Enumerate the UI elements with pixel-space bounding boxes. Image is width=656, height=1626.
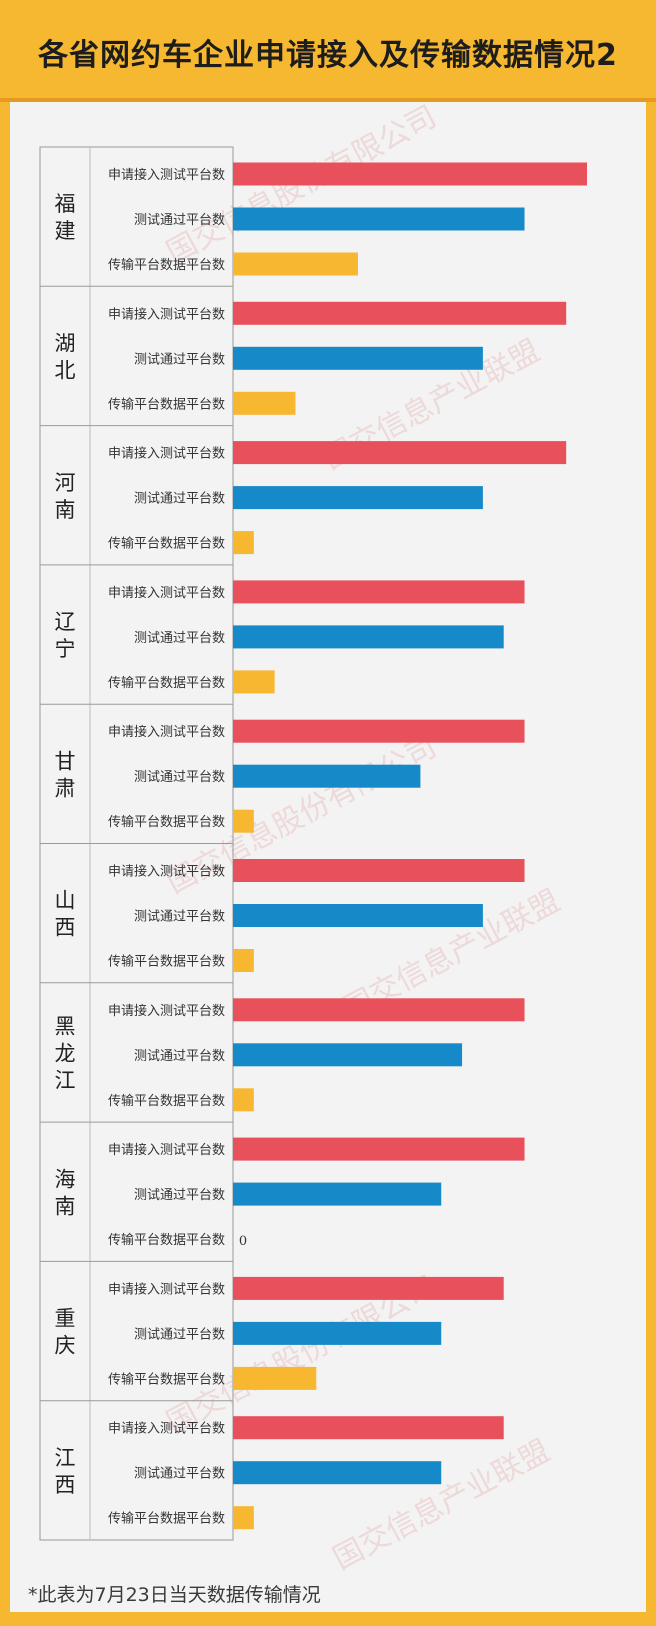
header-banner: 各省网约车企业申请接入及传输数据情况2 xyxy=(0,0,656,102)
series-label: 传输平台数据平台数 xyxy=(108,396,225,412)
bar xyxy=(233,1088,254,1112)
province-label: 甘肃 xyxy=(55,749,76,800)
series-label: 传输平台数据平台数 xyxy=(108,536,225,552)
province-label: 海南 xyxy=(55,1167,76,1218)
series-label: 测试通过平台数 xyxy=(134,631,225,646)
bar xyxy=(233,580,525,604)
series-label: 申请接入测试平台数 xyxy=(108,1003,225,1019)
bar xyxy=(233,1182,442,1206)
bar xyxy=(233,1416,504,1440)
series-label: 测试通过平台数 xyxy=(134,1188,225,1203)
series-label: 申请接入测试平台数 xyxy=(108,306,225,322)
province-label: 重庆 xyxy=(55,1307,76,1358)
series-label: 传输平台数据平台数 xyxy=(108,675,225,691)
province-label: 江西 xyxy=(55,1446,76,1497)
zero-value-label: 0 xyxy=(239,1234,247,1249)
series-label: 申请接入测试平台数 xyxy=(108,1142,225,1158)
bar xyxy=(233,1366,317,1390)
bar xyxy=(233,207,525,231)
series-label: 测试通过平台数 xyxy=(134,352,225,367)
bar xyxy=(233,904,483,927)
series-label: 申请接入测试平台数 xyxy=(108,167,225,183)
bar xyxy=(233,441,567,465)
bar xyxy=(233,391,296,415)
bar xyxy=(233,719,525,743)
series-label: 传输平台数据平台数 xyxy=(108,257,225,273)
bar xyxy=(233,1276,504,1300)
series-label: 申请接入测试平台数 xyxy=(108,864,225,880)
chart-title: 各省网约车企业申请接入及传输数据情况2 xyxy=(38,38,618,73)
bar xyxy=(233,301,567,325)
province-label: 辽宁 xyxy=(55,610,76,661)
series-label: 测试通过平台数 xyxy=(134,910,225,925)
series-label: 申请接入测试平台数 xyxy=(108,1281,225,1297)
bar xyxy=(233,531,254,555)
bar xyxy=(233,486,483,510)
series-label: 传输平台数据平台数 xyxy=(108,954,225,970)
province-label: 黑龙江 xyxy=(55,1014,76,1092)
bar xyxy=(233,1461,442,1485)
bar xyxy=(233,859,525,882)
series-label: 传输平台数据平台数 xyxy=(108,1093,225,1109)
series-label: 测试通过平台数 xyxy=(134,1049,225,1064)
series-label: 测试通过平台数 xyxy=(134,1467,225,1482)
bar xyxy=(233,1137,525,1161)
series-label: 申请接入测试平台数 xyxy=(108,585,225,601)
province-label: 河南 xyxy=(55,471,76,522)
series-label: 传输平台数据平台数 xyxy=(108,1232,225,1248)
bar xyxy=(233,998,525,1022)
series-label: 申请接入测试平台数 xyxy=(108,724,225,740)
footnote: *此表为7月23日当天数据传输情况 xyxy=(28,1584,321,1606)
bar xyxy=(233,670,275,694)
bar xyxy=(233,809,254,833)
bar xyxy=(233,1506,254,1530)
bar xyxy=(233,1321,442,1345)
series-label: 传输平台数据平台数 xyxy=(108,1511,225,1527)
series-label: 测试通过平台数 xyxy=(134,1327,225,1342)
bar xyxy=(233,162,587,186)
bar xyxy=(233,764,421,788)
series-label: 申请接入测试平台数 xyxy=(108,446,225,462)
bar xyxy=(233,949,254,972)
series-label: 测试通过平台数 xyxy=(134,213,225,228)
bar xyxy=(233,252,358,276)
series-label: 传输平台数据平台数 xyxy=(108,814,225,830)
province-label: 福建 xyxy=(55,192,76,243)
series-label: 申请接入测试平台数 xyxy=(108,1421,225,1437)
series-label: 测试通过平台数 xyxy=(134,492,225,507)
province-label: 山西 xyxy=(55,889,76,940)
bar xyxy=(233,625,504,649)
bar xyxy=(233,346,483,370)
series-label: 传输平台数据平台数 xyxy=(108,1371,225,1387)
bar xyxy=(233,1043,463,1067)
province-label: 湖北 xyxy=(55,331,76,382)
series-label: 测试通过平台数 xyxy=(134,770,225,785)
